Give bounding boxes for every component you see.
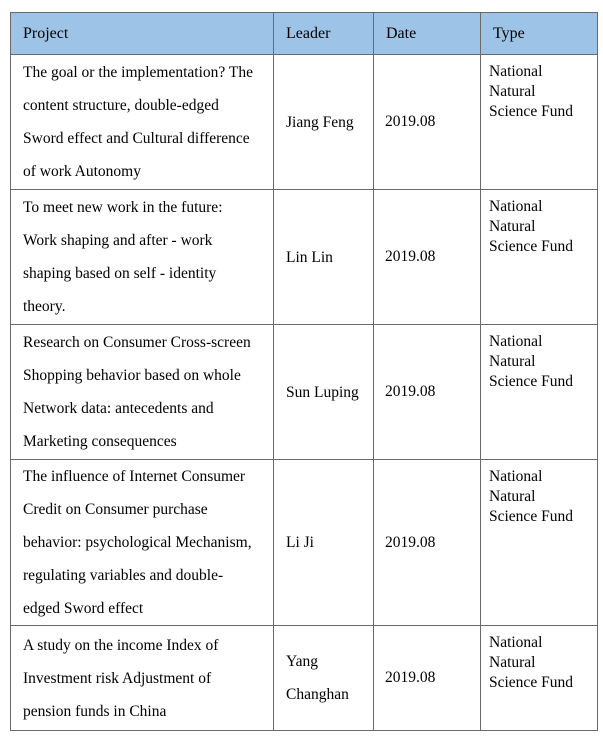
leader-cell: Lin Lin bbox=[273, 189, 374, 325]
type-cell: National Natural Science Fund bbox=[480, 189, 598, 325]
leader-cell: Li Ji bbox=[273, 459, 374, 626]
project-cell: Research on Consumer Cross-screen Shoppi… bbox=[10, 324, 274, 460]
date-cell: 2019.08 bbox=[373, 189, 481, 325]
type-cell: National Natural Science Fund bbox=[480, 324, 598, 460]
header-cell-project: Project bbox=[10, 12, 274, 55]
table-header-row: Project Leader Date Type bbox=[10, 12, 598, 55]
leader-cell: Yang Changhan bbox=[273, 625, 374, 731]
table-row: A study on the income Index of Investmen… bbox=[10, 625, 598, 731]
date-cell: 2019.08 bbox=[373, 324, 481, 460]
project-cell: To meet new work in the future: Work sha… bbox=[10, 189, 274, 325]
type-cell: National Natural Science Fund bbox=[480, 625, 598, 731]
table-row: To meet new work in the future: Work sha… bbox=[10, 189, 598, 325]
table-row: The influence of Internet Consumer Credi… bbox=[10, 459, 598, 626]
header-cell-type: Type bbox=[480, 12, 598, 55]
leader-cell: Sun Luping bbox=[273, 324, 374, 460]
date-cell: 2019.08 bbox=[373, 54, 481, 190]
table-row: Research on Consumer Cross-screen Shoppi… bbox=[10, 324, 598, 460]
leader-cell: Jiang Feng bbox=[273, 54, 374, 190]
header-cell-date: Date bbox=[373, 12, 481, 55]
date-cell: 2019.08 bbox=[373, 459, 481, 626]
header-cell-leader: Leader bbox=[273, 12, 374, 55]
project-cell: The goal or the implementation? The cont… bbox=[10, 54, 274, 190]
type-cell: National Natural Science Fund bbox=[480, 54, 598, 190]
projects-table: Project Leader Date Type The goal or the… bbox=[10, 12, 598, 731]
type-cell: National Natural Science Fund bbox=[480, 459, 598, 626]
project-cell: A study on the income Index of Investmen… bbox=[10, 625, 274, 731]
project-cell: The influence of Internet Consumer Credi… bbox=[10, 459, 274, 626]
table-row: The goal or the implementation? The cont… bbox=[10, 54, 598, 190]
date-cell: 2019.08 bbox=[373, 625, 481, 731]
